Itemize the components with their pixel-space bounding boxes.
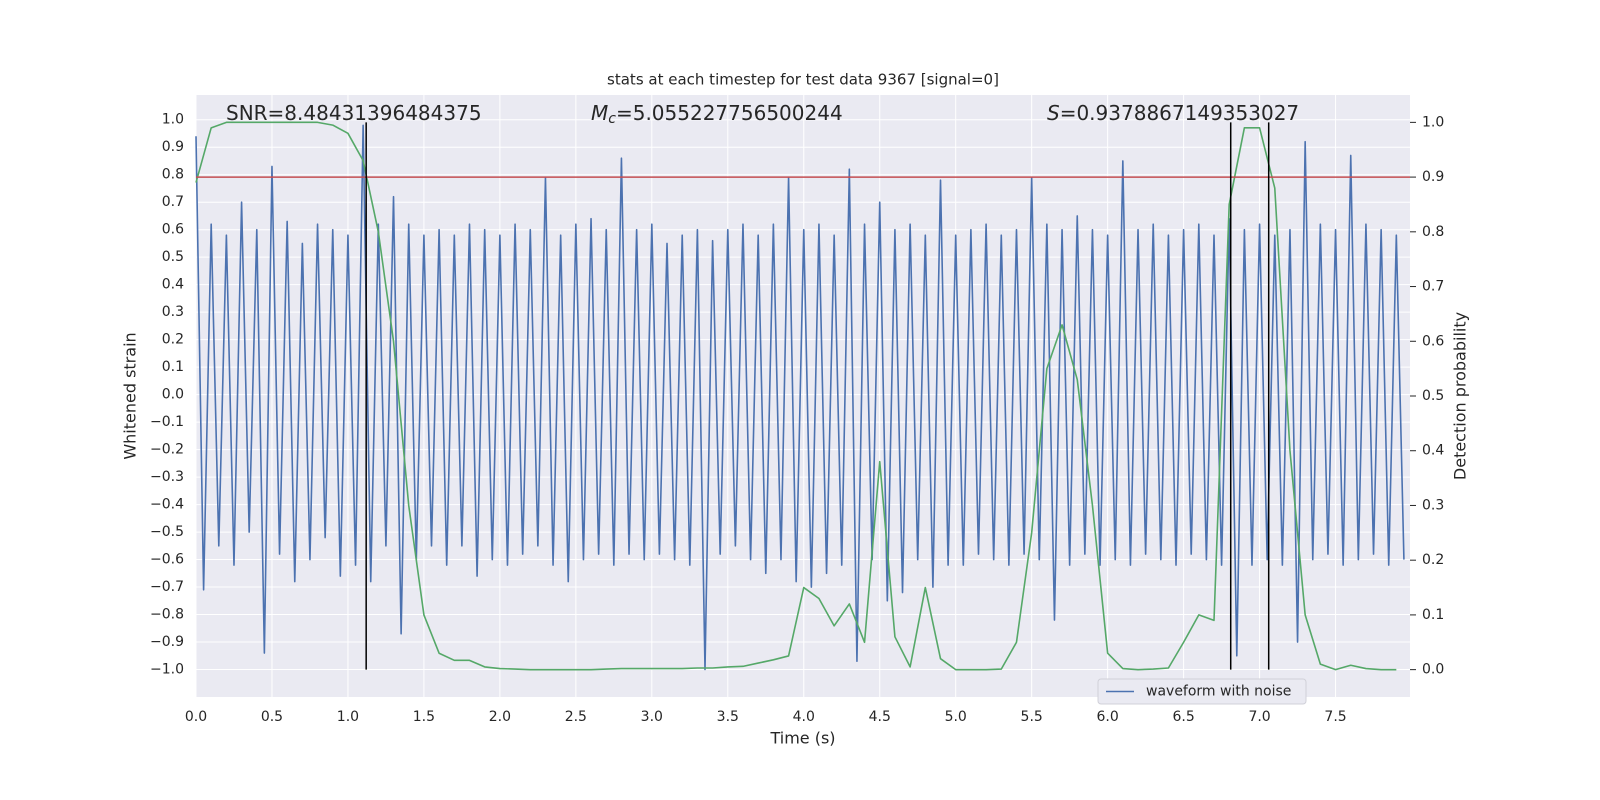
series-line [195,124,1405,671]
x-tick-label: 6.0 [1097,709,1119,725]
y-tick-label: 0.1 [162,359,184,375]
x-tick-label: 0.0 [185,709,207,725]
annotation-symbol: S [1047,101,1060,125]
y-tick-label: −0.1 [150,414,184,430]
y-tick-label: 0.0 [162,387,184,403]
y-tick-label: −0.6 [150,552,184,568]
y-tick-label: −0.9 [150,634,184,650]
series-line [195,121,1397,671]
plot-area [196,95,1410,697]
y-tick-label: 0.7 [162,194,184,210]
y2-tick-label: 0.1 [1422,607,1444,623]
x-tick-label: 5.5 [1021,709,1043,725]
y-tick-label: −0.7 [150,579,184,595]
x-tick-label: 3.5 [717,709,739,725]
y-tick-label: 0.3 [162,304,184,320]
annotation: S=0.9378867149353027 [1047,101,1299,125]
y-tick-label: 0.8 [162,167,184,183]
x-tick-label: 2.5 [565,709,587,725]
y2-tick-label: 0.8 [1422,224,1444,240]
y2-tick-label: 0.4 [1422,443,1444,459]
y-tick-label: −0.8 [150,607,184,623]
x-tick-label: 1.5 [413,709,435,725]
y-tick-label: −0.4 [150,497,184,513]
y-tick-label: −0.5 [150,524,184,540]
x-tick-label: 7.5 [1324,709,1346,725]
y-tick-label: 0.2 [162,332,184,348]
x-tick-label: 0.5 [261,709,283,725]
chart-title: stats at each timestep for test data 936… [607,71,999,89]
y2-tick-label: 0.7 [1422,279,1444,295]
y-tick-label: −0.2 [150,442,184,458]
x-tick-label: 4.5 [869,709,891,725]
y-tick-label: 1.0 [162,112,184,128]
y-tick-label: −1.0 [150,662,184,678]
legend-box [1097,678,1307,705]
x-tick-label: 5.0 [945,709,967,725]
annotation-subscript: c [608,111,616,127]
y-tick-label: 0.6 [162,222,184,238]
y2-tick-label: 0.3 [1422,497,1444,513]
x-axis-label: Time (s) [769,729,835,748]
x-tick-label: 7.0 [1248,709,1270,725]
legend: waveform with noise [1097,678,1307,705]
y2-tick-label: 0.6 [1422,333,1444,349]
y-axis-label: Whitened strain [121,332,140,459]
annotation: SNR=8.48431396484375 [226,101,482,125]
legend-label: waveform with noise [1146,684,1291,700]
y2-tick-label: 1.0 [1422,114,1444,130]
y-tick-label: 0.9 [162,139,184,155]
x-tick-label: 6.5 [1172,709,1194,725]
y2-axis-label: Detection probability [1451,312,1470,480]
y-tick-label: −0.3 [150,469,184,485]
x-tick-label: 4.0 [793,709,815,725]
y2-tick-label: 0.2 [1422,552,1444,568]
y2-tick-label: 0.5 [1422,388,1444,404]
x-tick-label: 1.0 [337,709,359,725]
annotation-text: SNR=8.48431396484375 [226,101,482,125]
annotation-text: =0.9378867149353027 [1060,101,1299,125]
y-tick-label: 0.4 [162,277,184,293]
annotation-text: =5.055227756500244 [616,101,843,125]
y-tick-label: 0.5 [162,249,184,265]
annotation-symbol: M [591,101,608,125]
y2-tick-label: 0.9 [1422,169,1444,185]
annotation: Mc=5.055227756500244 [591,101,843,128]
y2-tick-label: 0.0 [1422,662,1444,678]
x-tick-label: 2.0 [489,709,511,725]
x-tick-label: 3.0 [641,709,663,725]
